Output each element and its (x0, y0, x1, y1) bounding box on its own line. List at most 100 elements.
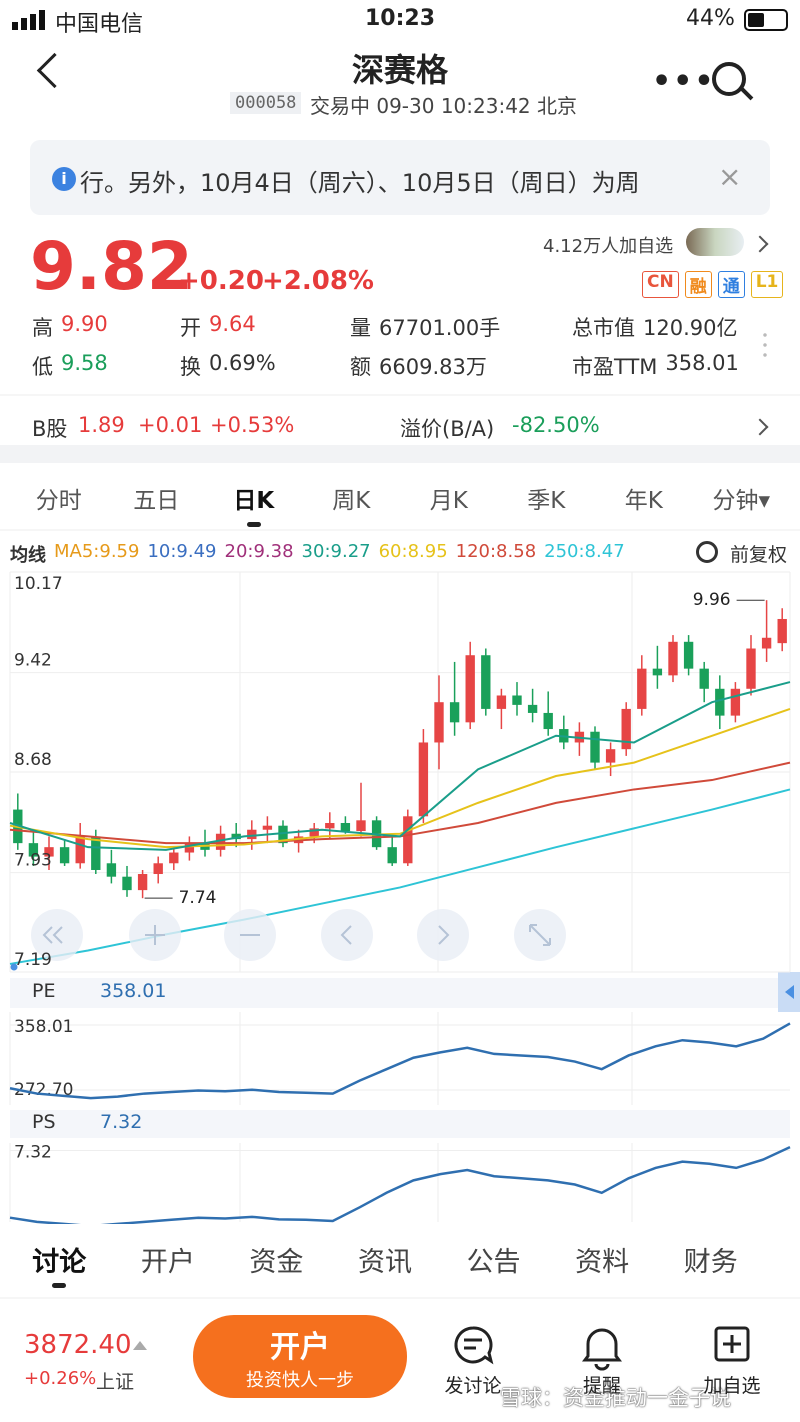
candle-body (434, 702, 444, 743)
cursor-dot (10, 963, 18, 971)
more-button[interactable]: ••• (652, 64, 716, 99)
bottom-tab[interactable]: 资讯 (357, 1247, 412, 1278)
signal-icon (12, 10, 50, 34)
btn-left[interactable] (321, 909, 373, 961)
candle-body (496, 695, 507, 709)
stat-label: 总市值 (572, 316, 635, 340)
candle-body (730, 688, 741, 716)
index-arrow (133, 1341, 147, 1350)
candle-body (777, 618, 787, 644)
period-tab[interactable]: 日K (233, 488, 275, 514)
btn-right[interactable] (417, 909, 469, 961)
y-tick-label: 7.93 (14, 851, 52, 871)
price: 9.82 (30, 228, 193, 305)
candle-body (449, 702, 460, 723)
candle-body (59, 847, 70, 864)
footer-icons (454, 1326, 750, 1371)
footer-action[interactable]: 发讨论 (444, 1375, 502, 1397)
bottom-tab[interactable]: 财务 (683, 1247, 738, 1278)
badge: L1 (750, 271, 784, 298)
max-label: 9.96 (693, 590, 731, 610)
trade-state: 交易中 09-30 10:23:42 北京 (310, 94, 578, 118)
search-button[interactable] (712, 62, 746, 96)
tab-indicator (52, 1283, 67, 1288)
premium-value: -82.50% (512, 413, 600, 437)
carrier: 中国电信 (55, 12, 144, 37)
candle-body (527, 704, 538, 713)
close-notice[interactable]: × (718, 160, 742, 193)
price-change: +0.20 (178, 266, 264, 296)
btn-start[interactable] (31, 909, 83, 961)
candle-body (543, 712, 553, 730)
candle-body (137, 874, 148, 891)
candle-body (153, 863, 163, 875)
stat-label: 换 (180, 355, 201, 379)
period-tab[interactable]: 月K (429, 488, 468, 514)
period-tab[interactable]: 年K (624, 488, 663, 514)
separator (0, 445, 800, 463)
bshare-price: 1.89 (78, 413, 125, 437)
info-icon: i (52, 167, 76, 191)
ma-item: 10:9.49 (147, 541, 217, 562)
stat-label: 高 (32, 316, 53, 340)
y-tick-label: 8.68 (14, 750, 52, 770)
bshare-percent: +0.53% (210, 413, 295, 437)
notice-text: 行。另外，10月4日（周六）、10月5日（周日）为周 (80, 169, 640, 197)
footer-action[interactable]: 提醒 (582, 1375, 621, 1397)
candle-body (512, 695, 522, 705)
follow-count: 4.12万人加自选 (543, 236, 674, 257)
stat-label: 量 (350, 316, 371, 340)
bottom-tab[interactable]: 资料 (575, 1247, 630, 1278)
candle-body (761, 637, 772, 649)
settings-icon[interactable] (696, 541, 718, 563)
badge: CN (642, 271, 679, 298)
ma-item: 250:8.47 (544, 541, 625, 562)
candle-body (699, 668, 709, 689)
candle-body (75, 836, 85, 864)
y-tick-label: 7.32 (14, 1142, 52, 1162)
battery-text: 44% (686, 6, 735, 31)
candle-body (91, 836, 101, 870)
bottom-tab[interactable]: 公告 (466, 1247, 521, 1278)
stat-value: 9.58 (61, 351, 108, 375)
pe-line (9, 1022, 791, 1100)
chart-controls (31, 909, 566, 961)
candle-body (356, 820, 366, 832)
stat-value: 67701.00手 (379, 316, 501, 340)
ma-item: 30:9.27 (301, 541, 371, 562)
ma-item: 120:8.58 (455, 541, 537, 562)
ma-item: 20:9.38 (224, 541, 294, 562)
candle-body (106, 863, 117, 877)
ma-line (9, 681, 791, 851)
stats-more[interactable] (763, 330, 767, 360)
y-tick-label: 358.01 (14, 1017, 73, 1037)
pe-label: PE (32, 980, 56, 1002)
period-tab[interactable]: 周K (332, 488, 371, 514)
tab-indicator (246, 522, 261, 527)
period-tab[interactable]: 分钟▾ (712, 488, 771, 514)
footer-action[interactable]: 加自选 (703, 1375, 761, 1397)
bottom-tab[interactable]: 讨论 (32, 1247, 87, 1278)
index-name: 上证 (96, 1371, 135, 1393)
candle-body (169, 852, 179, 864)
candle-body (746, 648, 756, 689)
stat-value: 0.69% (209, 351, 276, 375)
candle-body (215, 833, 226, 850)
collapse-arrow (785, 985, 794, 999)
adjust-mode[interactable]: 前复权 (730, 544, 788, 566)
candle-body (262, 825, 273, 830)
period-tab[interactable]: 分时 (35, 488, 82, 514)
period-tab[interactable]: 季K (527, 488, 566, 514)
candle-body (418, 742, 429, 817)
battery-icon (744, 9, 788, 31)
ps-value: 7.32 (100, 1111, 143, 1133)
period-tab[interactable]: 五日 (133, 488, 180, 514)
open-account-button[interactable] (193, 1315, 407, 1398)
bottom-tab[interactable]: 开户 (140, 1247, 195, 1278)
candle-body (590, 731, 600, 763)
pe-value: 358.01 (100, 980, 167, 1002)
bottom-tab[interactable]: 资金 (249, 1247, 304, 1278)
y-tick-label: 10.17 (14, 574, 63, 594)
